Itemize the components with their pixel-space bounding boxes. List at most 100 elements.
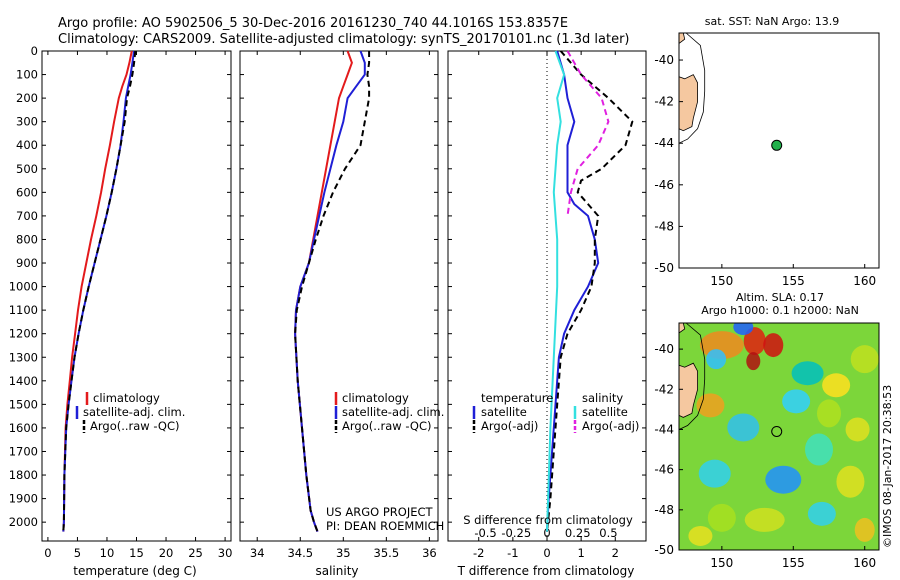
difference-legend: temperature satellite Argo(-adj) salinit…	[472, 391, 639, 433]
argo-float-marker	[771, 425, 783, 437]
x-tick-label: 150	[710, 556, 733, 570]
x-top-tick-label: 0.5	[599, 526, 617, 540]
plot-frame	[41, 50, 232, 542]
series-line-argo-adj	[566, 50, 610, 217]
header-line-2: Climatology: CARS2009. Satellite-adjuste…	[58, 32, 630, 47]
x-top-tick-label: -0.5	[474, 526, 496, 540]
y-tick-label: 600	[16, 185, 38, 199]
sla-map-title-1: Altim. SLA: 0.17	[736, 291, 824, 304]
tasmania-land	[678, 362, 698, 418]
y-tick-label: 100	[16, 68, 38, 82]
legend-label-satellite: satellite-adj. clim.	[83, 405, 185, 419]
map-frame	[678, 32, 880, 269]
x-tick-label: -2	[473, 546, 484, 560]
legend-label-t-argo: Argo(-adj)	[481, 419, 538, 433]
legend-label-satellite: satellite-adj. clim.	[342, 405, 444, 419]
temperature-panel: 0100200300400500600700800900100011001200…	[9, 44, 233, 560]
x-tick-label: 34.5	[287, 546, 313, 560]
y-tick-label: 1100	[9, 303, 38, 317]
legend-label-argo: Argo(..raw -QC)	[90, 419, 180, 433]
x-tick-label: 0	[44, 546, 51, 560]
x-tick-label: 34	[250, 546, 265, 560]
y-tick-label: 1500	[9, 397, 38, 411]
temperature-xlabel: temperature (deg C)	[73, 564, 196, 578]
legend-label-climatology: climatology	[93, 391, 160, 405]
legend-label-s-argo: Argo(-adj)	[582, 419, 639, 433]
heatmap-blob	[696, 393, 725, 418]
heatmap-blob	[743, 327, 766, 356]
salinity-panel: 34 34.5 35 35.5 36	[239, 50, 439, 560]
sst-map-panel: 150 155 160 -40 -42 -44 -46 -48 -50	[654, 32, 880, 288]
salinity-xlabel: salinity	[315, 564, 358, 578]
sst-map-title: sat. SST: NaN Argo: 13.9	[705, 15, 839, 28]
header-line-1: Argo profile: AO 5902506_5 30-Dec-2016 2…	[58, 16, 568, 31]
heatmap-blob	[854, 517, 875, 542]
series-line-argo-raw-qc	[62, 50, 137, 532]
x-top-tick-label: -0.25	[501, 526, 531, 540]
heatmap-blob	[707, 503, 736, 532]
heatmap-blob	[688, 525, 713, 546]
y-tick-label: 800	[16, 232, 38, 246]
salinity-legend: climatology satellite-adj. clim. Argo(..…	[326, 391, 444, 533]
y-tick-label: -46	[654, 178, 674, 192]
heatmap-blob	[727, 413, 760, 442]
sla-map-title-2: Argo h1000: 0.1 h2000: NaN	[701, 304, 859, 317]
y-tick-label: 900	[16, 256, 38, 270]
heatmap-blob	[817, 399, 841, 428]
y-tick-label: 400	[16, 138, 38, 152]
y-tick-label: 700	[16, 209, 38, 223]
x-tick-label: 15	[129, 546, 144, 560]
difference-panel: -2 -1 0 1 2 -0.5 -0.25 0 0.25 0.5	[447, 50, 647, 560]
x-top-tick-label: 0.25	[565, 526, 591, 540]
series-line-argo-adj	[546, 50, 634, 532]
x-tick-label: 36	[422, 546, 437, 560]
heatmap-blob	[822, 373, 851, 398]
heatmap-blob	[850, 345, 879, 374]
x-tick-label: 160	[853, 274, 876, 288]
x-tick-label: 25	[188, 546, 203, 560]
heatmap-blob	[698, 459, 731, 488]
sla-map-panel: 150 155 160 -40 -42 -44 -46 -48 -50	[654, 322, 880, 570]
y-tick-label: 1600	[9, 421, 38, 435]
heatmap-blob	[791, 361, 824, 386]
shelf-contour	[678, 32, 706, 144]
legend-title-salinity: salinity	[582, 391, 623, 405]
x-tick-label: 35.5	[374, 546, 400, 560]
project-label: US ARGO PROJECT	[326, 505, 434, 519]
y-tick-label: 200	[16, 91, 38, 105]
y-tick-label: 1400	[9, 374, 38, 388]
y-tick-label: 0	[31, 44, 38, 58]
y-tick-label: -40	[654, 53, 674, 67]
x-tick-label: 0	[543, 546, 550, 560]
y-tick-label: -42	[654, 95, 674, 109]
y-tick-label: 1200	[9, 327, 38, 341]
map-frame	[678, 322, 880, 551]
x-tick-label: 155	[782, 556, 805, 570]
legend-label-t-satellite: satellite	[481, 405, 527, 419]
x-tick-label: 35	[336, 546, 351, 560]
series-line-satellite	[546, 50, 566, 532]
argo-float-marker	[771, 139, 783, 151]
x-top-tick-label: 0	[543, 526, 550, 540]
difference-xlabel-top: S difference from climatology	[463, 513, 633, 527]
imos-credit: ©IMOS 08-Jan-2017 20:38:53	[881, 385, 894, 548]
legend-label-climatology: climatology	[342, 391, 409, 405]
heatmap-blob	[733, 323, 754, 336]
heatmap-blob	[746, 352, 761, 371]
plot-frame	[239, 50, 439, 542]
legend-label-argo: Argo(..raw -QC)	[342, 419, 432, 433]
difference-xlabel: T difference from climatology	[457, 564, 635, 578]
y-tick-label: 1000	[9, 280, 38, 294]
series-line-satellite	[546, 50, 600, 532]
heatmap-blob	[782, 389, 811, 414]
y-tick-label: -48	[654, 219, 674, 233]
heatmap-blob	[744, 507, 785, 532]
x-tick-label: -1	[507, 546, 518, 560]
shelf-contour	[678, 322, 706, 430]
heatmap-blob	[763, 333, 784, 358]
y-tick-label: -48	[654, 503, 674, 517]
x-tick-label: 160	[853, 556, 876, 570]
x-tick-label: 5	[74, 546, 81, 560]
y-tick-label: -44	[654, 422, 674, 436]
